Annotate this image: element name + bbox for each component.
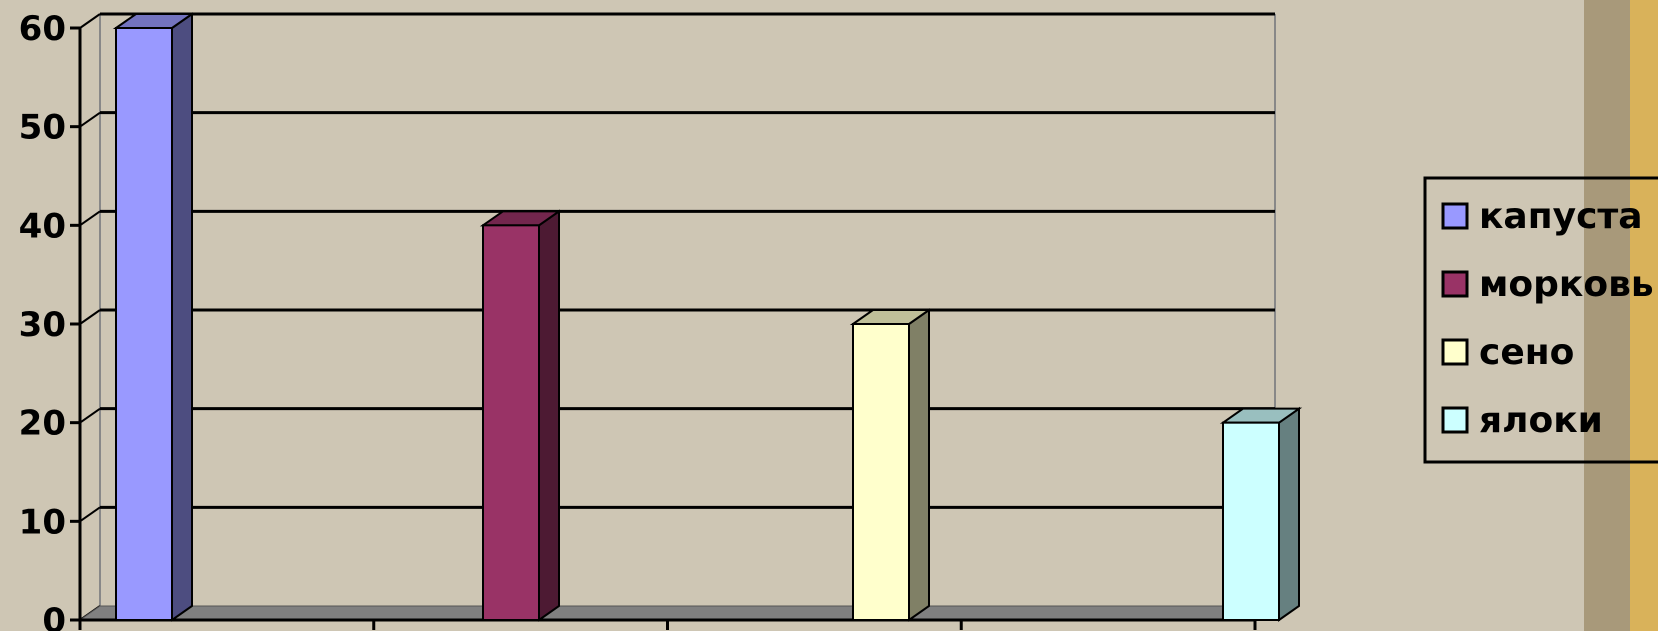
side-wall-gridline xyxy=(79,210,101,227)
legend-item: сено xyxy=(1441,332,1574,373)
y-tick-label: 0 xyxy=(42,601,66,631)
bar-side-face xyxy=(1278,406,1300,622)
legend-label: морковь xyxy=(1479,264,1654,305)
legend-swatch xyxy=(1441,270,1469,298)
bar-2 xyxy=(479,209,563,622)
bars xyxy=(112,12,1303,622)
legend-item: капуста xyxy=(1441,196,1643,237)
bar-side-face xyxy=(171,12,193,622)
y-tick-label: 50 xyxy=(19,108,66,148)
y-tick-label: 10 xyxy=(19,502,66,542)
side-wall-gridline xyxy=(79,506,101,523)
y-tick-label: 60 xyxy=(19,9,66,49)
legend-item: морковь xyxy=(1441,264,1654,305)
bar-1 xyxy=(112,12,196,622)
bar-4 xyxy=(1219,406,1303,622)
legend-label: сено xyxy=(1479,332,1574,373)
y-tick-label: 20 xyxy=(19,404,66,444)
floor-plane xyxy=(78,605,1277,621)
plot-floor xyxy=(78,605,1277,621)
bar-side-face xyxy=(538,209,560,622)
legend: капуста морковь сено ялоки xyxy=(1423,176,1658,464)
legend-swatch xyxy=(1441,202,1469,230)
legend-item: ялоки xyxy=(1441,400,1603,441)
legend-swatch xyxy=(1441,338,1469,366)
legend-label: ялоки xyxy=(1479,400,1603,441)
legend-box xyxy=(1423,176,1658,464)
y-tick-label: 30 xyxy=(19,305,66,345)
y-axis-ticks: 0 10 20 30 40 50 60 xyxy=(19,9,80,631)
slide-decor-strip xyxy=(1584,0,1630,631)
bar-front-face xyxy=(482,224,540,621)
legend-swatch xyxy=(1441,406,1469,434)
side-wall-gridline xyxy=(79,407,101,424)
bar-3 xyxy=(849,308,933,622)
bar-front-face xyxy=(1222,421,1280,621)
bar-front-face xyxy=(852,323,910,621)
bar-front-face xyxy=(115,27,173,621)
side-wall-gridline xyxy=(79,111,101,128)
legend-label: капуста xyxy=(1479,196,1643,237)
gridlines xyxy=(79,12,1275,621)
y-tick-label: 40 xyxy=(19,206,66,246)
side-wall-gridline xyxy=(79,309,101,325)
side-wall-gridline xyxy=(79,13,101,29)
bar-side-face xyxy=(908,308,930,622)
axes xyxy=(78,28,1276,630)
slide-decor-edge xyxy=(1630,0,1658,631)
